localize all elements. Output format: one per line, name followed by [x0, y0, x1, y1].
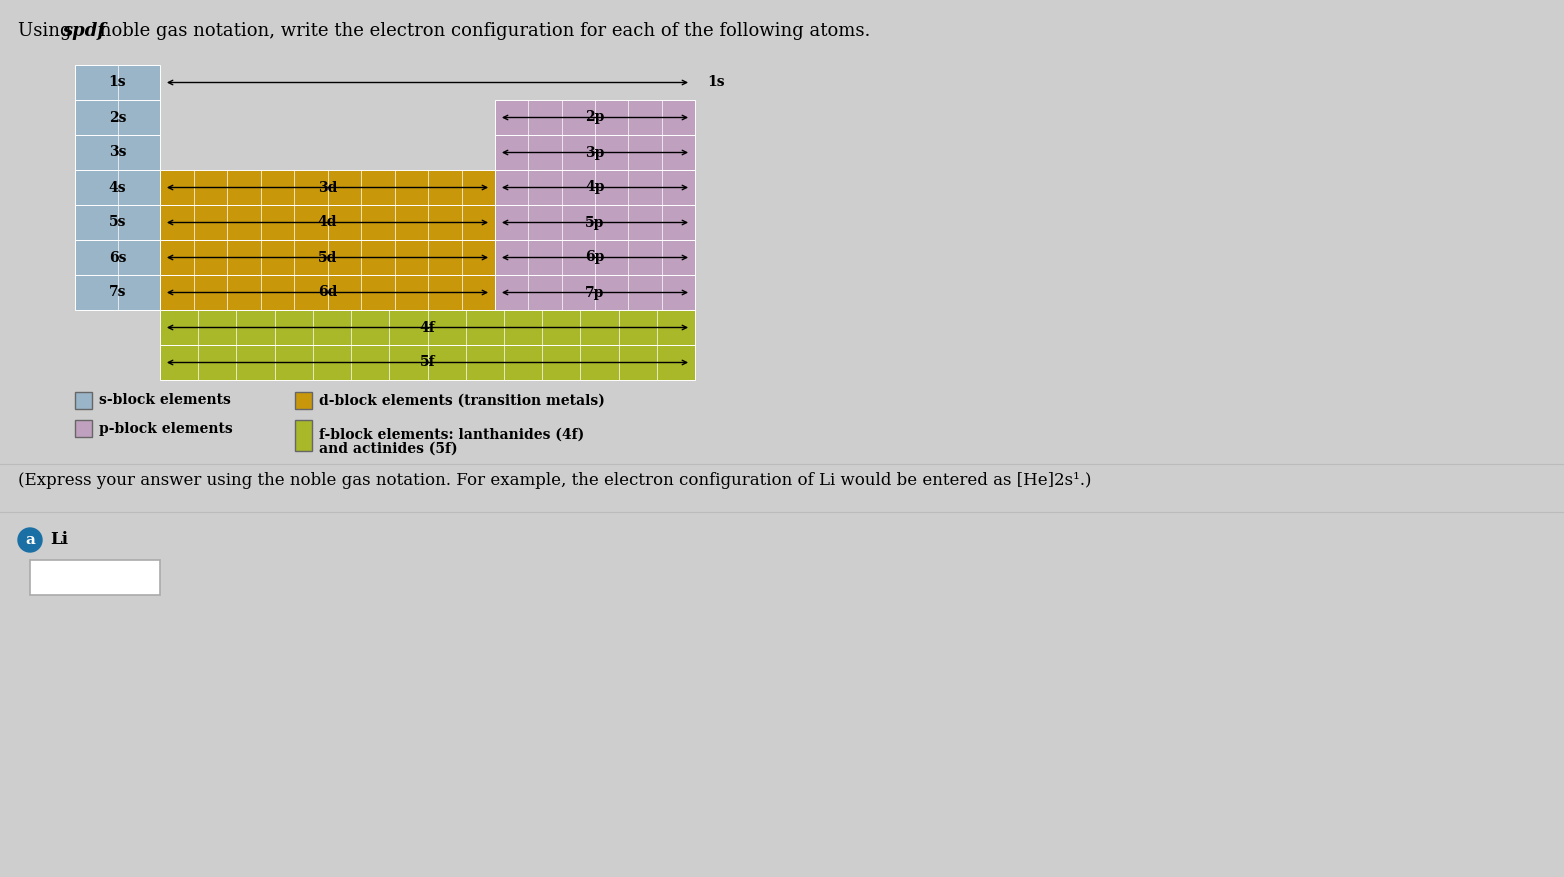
- Bar: [160, 345, 694, 380]
- Bar: [494, 100, 694, 135]
- Text: f-block elements: lanthanides (4f): f-block elements: lanthanides (4f): [319, 428, 585, 442]
- Text: 4f: 4f: [419, 320, 435, 334]
- Bar: [75, 135, 160, 170]
- Text: 5d: 5d: [317, 251, 338, 265]
- Circle shape: [19, 528, 42, 552]
- Text: 5s: 5s: [109, 216, 127, 230]
- Bar: [494, 275, 694, 310]
- Text: 3p: 3p: [585, 146, 605, 160]
- Text: 4d: 4d: [317, 216, 338, 230]
- Bar: [75, 392, 92, 409]
- Text: 1s: 1s: [707, 75, 724, 89]
- Bar: [296, 392, 311, 409]
- Text: s-block elements: s-block elements: [99, 394, 231, 408]
- Bar: [75, 100, 160, 135]
- Bar: [494, 240, 694, 275]
- Text: p-block elements: p-block elements: [99, 422, 233, 436]
- Bar: [75, 65, 160, 100]
- Text: 5f: 5f: [419, 355, 435, 369]
- Text: 7p: 7p: [585, 286, 605, 300]
- Bar: [494, 205, 694, 240]
- Bar: [75, 420, 92, 437]
- Bar: [30, 560, 160, 595]
- Text: 2p: 2p: [585, 111, 605, 125]
- Text: Using: Using: [19, 22, 77, 40]
- Text: 2s: 2s: [109, 111, 127, 125]
- Bar: [160, 170, 494, 205]
- Bar: [75, 170, 160, 205]
- Text: and actinides (5f): and actinides (5f): [319, 442, 458, 456]
- Text: noble gas notation, write the electron configuration for each of the following a: noble gas notation, write the electron c…: [94, 22, 871, 40]
- Text: d-block elements (transition metals): d-block elements (transition metals): [319, 394, 605, 408]
- Bar: [160, 205, 494, 240]
- Bar: [75, 240, 160, 275]
- Bar: [160, 275, 494, 310]
- Text: 3d: 3d: [317, 181, 338, 195]
- Text: 6s: 6s: [109, 251, 127, 265]
- Text: 1s: 1s: [108, 75, 127, 89]
- Bar: [494, 135, 694, 170]
- Text: 6d: 6d: [317, 286, 338, 300]
- Bar: [160, 310, 694, 345]
- Text: spdf: spdf: [63, 22, 105, 40]
- Bar: [75, 205, 160, 240]
- Text: (Express your answer using the noble gas notation. For example, the electron con: (Express your answer using the noble gas…: [19, 472, 1092, 489]
- Text: 5p: 5p: [585, 216, 605, 230]
- Text: 4p: 4p: [585, 181, 605, 195]
- Text: 6p: 6p: [585, 251, 605, 265]
- Bar: [75, 275, 160, 310]
- Text: 4s: 4s: [108, 181, 127, 195]
- Text: Li: Li: [50, 531, 67, 548]
- Text: a: a: [25, 533, 34, 547]
- Bar: [296, 420, 311, 451]
- Bar: [494, 170, 694, 205]
- Text: 3s: 3s: [109, 146, 127, 160]
- Bar: [160, 240, 494, 275]
- Text: 7s: 7s: [109, 286, 127, 300]
